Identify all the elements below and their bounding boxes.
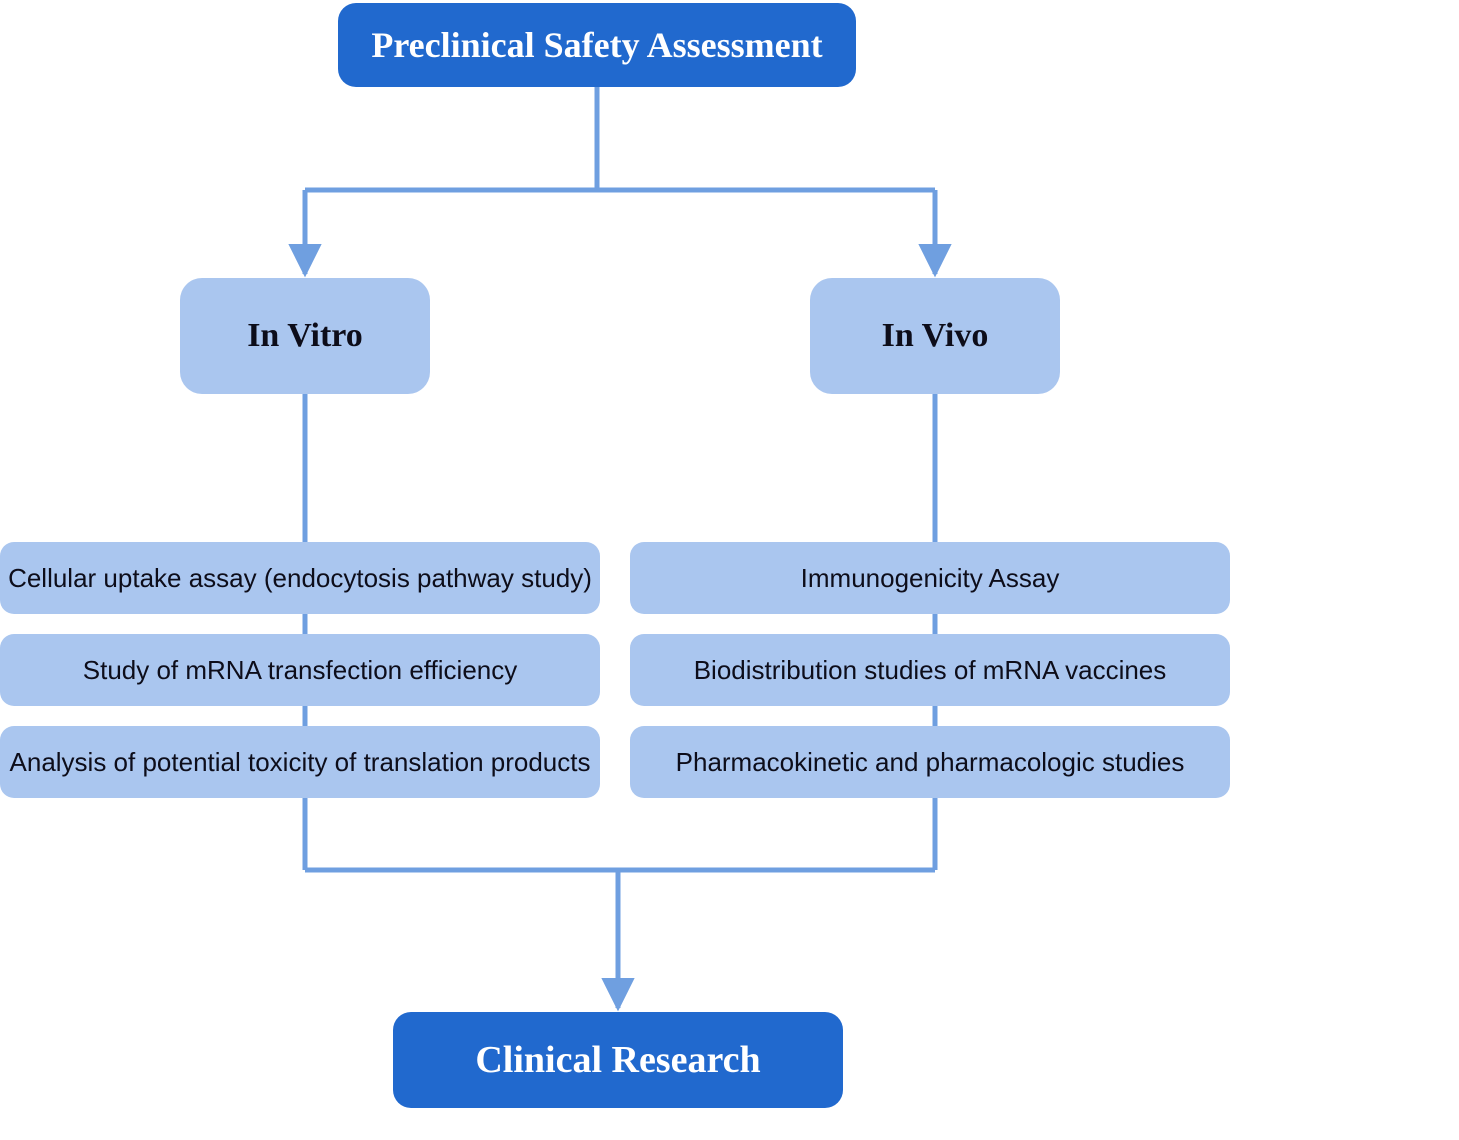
invitro-item-2: Study of mRNA transfection efficiency xyxy=(0,634,600,706)
root-node: Preclinical Safety Assessment xyxy=(338,3,856,87)
clinical-label: Clinical Research xyxy=(475,1038,760,1082)
invitro-item-1: Cellular uptake assay (endocytosis pathw… xyxy=(0,542,600,614)
clinical-node: Clinical Research xyxy=(393,1012,843,1108)
invitro-item-3: Analysis of potential toxicity of transl… xyxy=(0,726,600,798)
invitro-node: In Vitro xyxy=(180,278,430,394)
invitro-item-2-label: Study of mRNA transfection efficiency xyxy=(83,655,518,686)
invivo-item-1-label: Immunogenicity Assay xyxy=(801,563,1060,594)
invivo-item-1: Immunogenicity Assay xyxy=(630,542,1230,614)
invivo-node: In Vivo xyxy=(810,278,1060,394)
invivo-item-2: Biodistribution studies of mRNA vaccines xyxy=(630,634,1230,706)
invivo-label: In Vivo xyxy=(882,317,989,355)
invitro-item-1-label: Cellular uptake assay (endocytosis pathw… xyxy=(8,563,592,594)
invitro-label: In Vitro xyxy=(247,317,363,355)
invitro-item-3-label: Analysis of potential toxicity of transl… xyxy=(10,747,591,778)
invivo-item-3-label: Pharmacokinetic and pharmacologic studie… xyxy=(676,747,1185,778)
invivo-item-3: Pharmacokinetic and pharmacologic studie… xyxy=(630,726,1230,798)
root-label: Preclinical Safety Assessment xyxy=(371,24,822,66)
invivo-item-2-label: Biodistribution studies of mRNA vaccines xyxy=(694,655,1167,686)
